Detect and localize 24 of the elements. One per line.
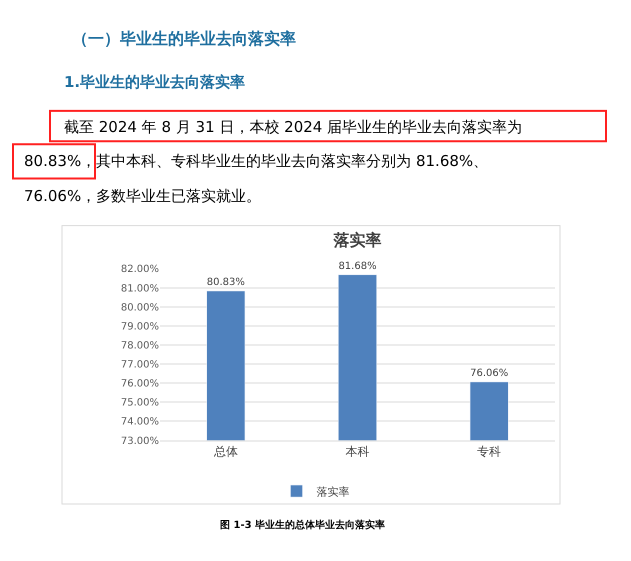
x-tick-label: 总体: [212, 444, 238, 459]
data-label: 76.06%: [470, 368, 508, 379]
y-tick-label: 80.00%: [120, 302, 159, 314]
text: 1.毕业生的毕业去向落实率: [64, 73, 246, 91]
x-tick-label: 本科: [346, 444, 370, 459]
data-label: 81.68%: [338, 260, 377, 272]
text: （一）毕业生的毕业去向落实率: [72, 29, 296, 48]
y-tick-label: 79.00%: [120, 321, 159, 332]
data-label: 80.83%: [206, 277, 245, 288]
y-tick-label: 81.00%: [120, 283, 159, 294]
text: 80.83%，其中本科、专科毕业生的毕业去向落实率分别为 81.68%、: [24, 152, 488, 170]
legend-label: 落实率: [316, 485, 350, 498]
caption: 图 1-3 毕业生的总体毕业去向落实率: [220, 519, 386, 531]
y-tick-label: 77.00%: [120, 360, 159, 371]
y-tick-label: 73.00%: [120, 436, 159, 447]
y-tick-label: 76.00%: [120, 378, 159, 390]
text: 76.06%，多数毕业生已落实就业。: [24, 187, 262, 205]
y-tick-label: 75.00%: [120, 398, 159, 409]
text: 截至 2024 年 8 月 31 日，本校 2024 届毕业生的毕业去向落实率为: [64, 118, 522, 136]
y-tick-label: 78.00%: [120, 340, 159, 352]
chart-title: 落实率: [332, 230, 382, 250]
y-tick-label: 74.00%: [120, 416, 159, 428]
y-tick-label: 82.00%: [120, 264, 159, 276]
x-tick-label: 专科: [477, 444, 502, 459]
